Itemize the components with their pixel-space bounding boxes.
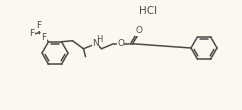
Text: O: O: [117, 39, 124, 48]
Text: O: O: [135, 26, 142, 35]
Text: HCl: HCl: [139, 6, 157, 16]
Text: N: N: [92, 39, 99, 48]
Text: H: H: [96, 35, 103, 44]
Text: F: F: [29, 29, 34, 38]
Text: F: F: [41, 33, 46, 42]
Text: F: F: [36, 21, 41, 30]
